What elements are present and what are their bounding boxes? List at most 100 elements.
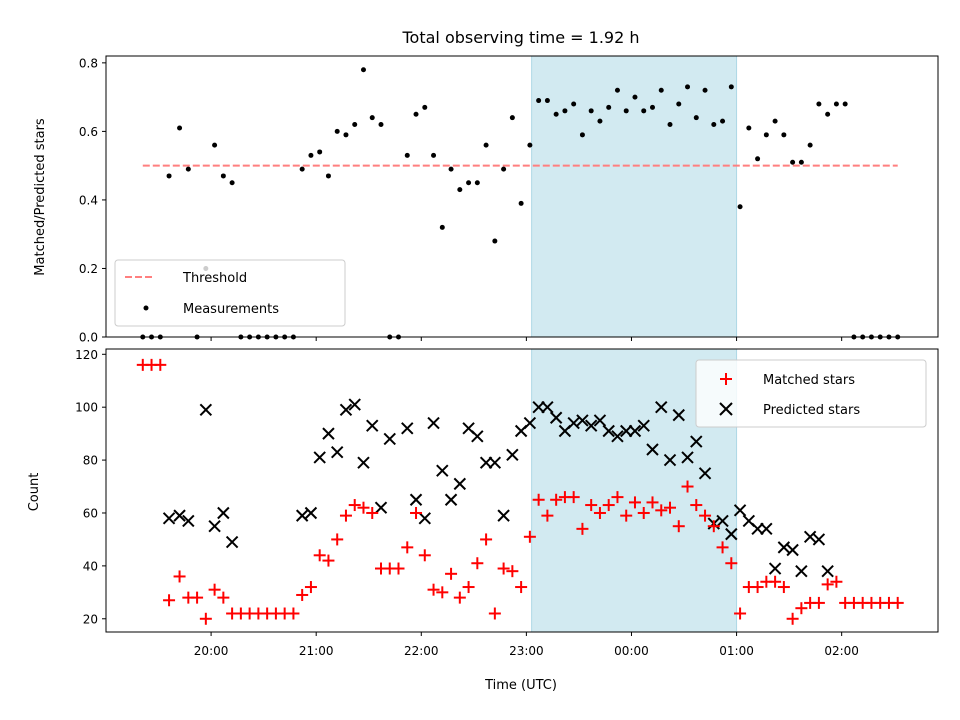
predicted-point-stroke <box>471 430 484 443</box>
bottom-legend: Matched stars Predicted stars <box>695 359 927 428</box>
predicted-point-stroke <box>567 416 580 430</box>
predicted-point-stroke <box>768 562 782 575</box>
predicted-point-stroke <box>313 451 326 464</box>
matched-point <box>769 575 782 588</box>
matched-point <box>795 602 808 615</box>
measurement-point <box>658 87 664 93</box>
matched-point <box>366 506 379 519</box>
predicted-point-stroke <box>357 456 370 469</box>
predicted-point-stroke <box>646 443 659 456</box>
predicted-point <box>471 430 484 443</box>
measurement-point <box>229 180 235 186</box>
measurement-point <box>728 84 734 90</box>
matched-point <box>304 581 317 594</box>
predicted-point-stroke <box>217 506 230 520</box>
predicted-point <box>532 400 545 414</box>
matched-point <box>436 586 449 599</box>
matched-point <box>620 509 633 522</box>
predicted-point <box>795 564 808 578</box>
bottom-legend-box <box>695 359 927 428</box>
matched-point <box>199 612 212 625</box>
predicted-point <box>751 522 764 536</box>
legend-matched-label: Matched stars <box>763 373 855 388</box>
predicted-point-stroke <box>462 422 475 435</box>
matched-point <box>585 499 598 512</box>
predicted-point <box>401 422 414 435</box>
measurement-point <box>536 98 542 104</box>
matched-point <box>812 596 825 609</box>
matched-point <box>821 578 834 591</box>
predicted-point-stroke <box>173 509 186 522</box>
matched-point <box>427 583 440 596</box>
predicted-point <box>541 400 554 414</box>
predicted-point-stroke <box>444 493 458 506</box>
predicted-point-stroke <box>576 414 589 427</box>
predicted-point <box>777 541 791 554</box>
predicted-point <box>576 414 589 427</box>
measurement-point <box>807 142 813 148</box>
matched-point <box>725 557 738 570</box>
measurement-point <box>448 166 454 172</box>
bottom-y-ticks: 20 40 60 80 100 120 <box>75 348 106 626</box>
predicted-point <box>331 445 344 459</box>
matched-point <box>664 501 677 514</box>
bottom-y-tick-label: 80 <box>83 454 98 468</box>
measurement-point <box>737 204 743 210</box>
predicted-point-stroke <box>812 533 826 546</box>
matched-point <box>690 499 703 512</box>
predicted-point <box>821 564 834 578</box>
matched-point <box>217 591 230 604</box>
predicted-point-stroke <box>453 477 467 491</box>
predicted-point-stroke <box>366 419 379 432</box>
matched-point <box>462 581 475 594</box>
predicted-point-stroke <box>611 430 624 443</box>
predicted-point <box>663 453 677 467</box>
measurement-point <box>308 152 314 158</box>
measurement-point <box>369 115 375 121</box>
predicted-point <box>506 448 519 462</box>
matched-point <box>497 562 510 575</box>
predicted-point-stroke <box>663 453 677 467</box>
predicted-point-stroke <box>331 445 344 459</box>
measurement-point <box>404 152 410 158</box>
measurement-point <box>702 87 708 93</box>
matched-point <box>830 575 843 588</box>
predicted-point-stroke <box>208 519 221 533</box>
bottom-panel: 20 40 60 80 100 120 20:00 21:00 22:00 23:00 00:00… <box>27 348 939 693</box>
predicted-point <box>672 408 685 422</box>
legend-measurements-swatch <box>143 305 149 311</box>
predicted-point <box>690 435 703 448</box>
predicted-point <box>322 427 335 440</box>
matched-point <box>506 565 519 578</box>
predicted-point-stroke <box>777 541 791 554</box>
predicted-point <box>427 416 440 430</box>
measurement-point <box>343 132 349 138</box>
measurement-point <box>317 149 323 155</box>
matched-point <box>348 499 361 512</box>
measurement-point <box>614 87 620 93</box>
x-tick-label: 02:00 <box>824 644 859 658</box>
matched-point <box>576 522 589 535</box>
measurement-point <box>571 101 577 107</box>
measurement-point <box>501 166 507 172</box>
predicted-point-stroke <box>497 509 510 522</box>
matched-point <box>532 493 545 506</box>
predicted-point <box>716 514 729 528</box>
predicted-point-stroke <box>821 564 834 578</box>
predicted-point-stroke <box>628 424 642 438</box>
predicted-point-stroke <box>655 400 668 414</box>
predicted-point-stroke <box>348 398 361 411</box>
matched-point <box>296 588 309 601</box>
matched-point <box>173 570 186 583</box>
predicted-point <box>812 533 826 546</box>
measurement-point <box>544 98 550 104</box>
measurement-point <box>378 122 384 128</box>
measurement-point <box>492 238 498 244</box>
matched-point <box>602 499 615 512</box>
measurement-point <box>325 173 331 179</box>
predicted-point <box>646 443 659 456</box>
predicted-point <box>655 400 668 414</box>
predicted-point-stroke <box>681 451 694 464</box>
predicted-point <box>768 562 782 575</box>
predicted-point-stroke <box>506 448 519 462</box>
